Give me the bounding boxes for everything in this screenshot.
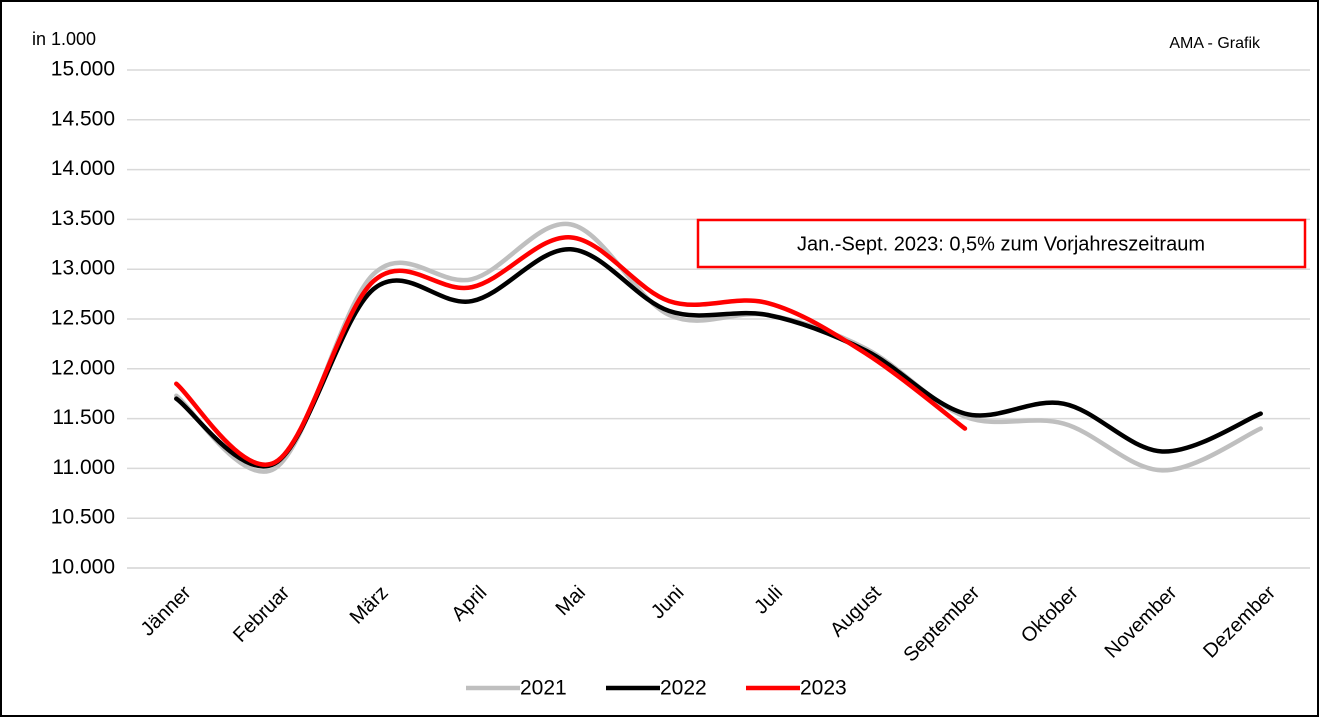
y-tick-label: 10.500 xyxy=(51,506,115,529)
y-tick-label: 10.000 xyxy=(51,556,115,579)
annotation: Jan.-Sept. 2023: 0,5% zum Vorjahreszeitr… xyxy=(797,233,1205,255)
source-label: AMA - Grafik xyxy=(1169,35,1261,52)
y-tick-label: 14.500 xyxy=(51,107,115,130)
y-tick-label: 12.000 xyxy=(51,356,115,379)
legend-label: 2023 xyxy=(800,677,847,700)
y-tick-label: 15.000 xyxy=(51,58,115,81)
y-tick-label: 13.500 xyxy=(51,207,115,230)
y-tick-label: 11.000 xyxy=(52,456,115,479)
unit-label: in 1.000 xyxy=(32,29,96,49)
y-tick-label: 11.500 xyxy=(52,406,115,429)
y-tick-label: 12.500 xyxy=(51,307,115,330)
y-tick-label: 13.000 xyxy=(51,257,115,280)
series-line xyxy=(174,235,968,467)
legend-label: 2022 xyxy=(660,677,707,700)
legend-label: 2021 xyxy=(520,677,567,700)
y-tick-label: 14.000 xyxy=(51,157,115,180)
annotation-box xyxy=(696,218,1307,269)
